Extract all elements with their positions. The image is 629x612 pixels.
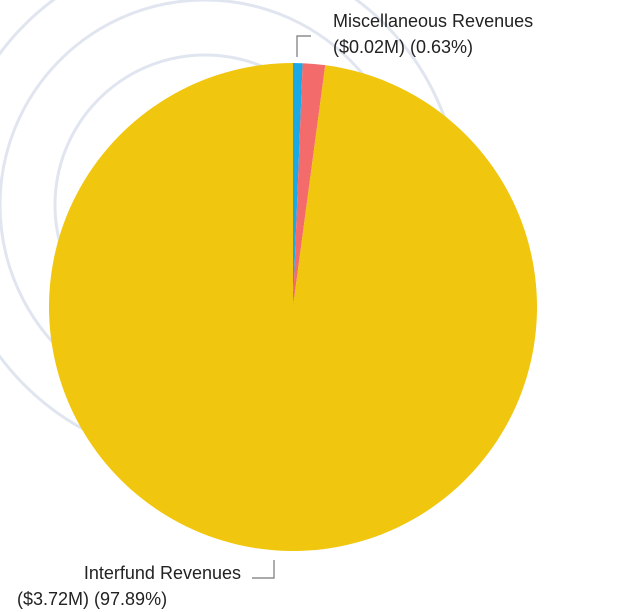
pie-slice-0 [293, 63, 303, 307]
pie-slices [48, 63, 537, 551]
slice-value-interfund: ($3.72M) (97.89%) [17, 589, 167, 609]
slice-value-miscellaneous: ($0.02M) (0.63%) [333, 37, 473, 57]
slice-label-miscellaneous: Miscellaneous Revenues [333, 11, 533, 31]
leader-line-interfund [252, 560, 275, 579]
pie-slice-2 [48, 63, 537, 551]
pie-labels: Miscellaneous Revenues ($0.02M) (0.63%) … [17, 11, 533, 609]
leader-line-miscellaneous [296, 35, 311, 57]
pie-slice-1 [293, 63, 326, 308]
slice-label-interfund: Interfund Revenues [84, 563, 241, 583]
